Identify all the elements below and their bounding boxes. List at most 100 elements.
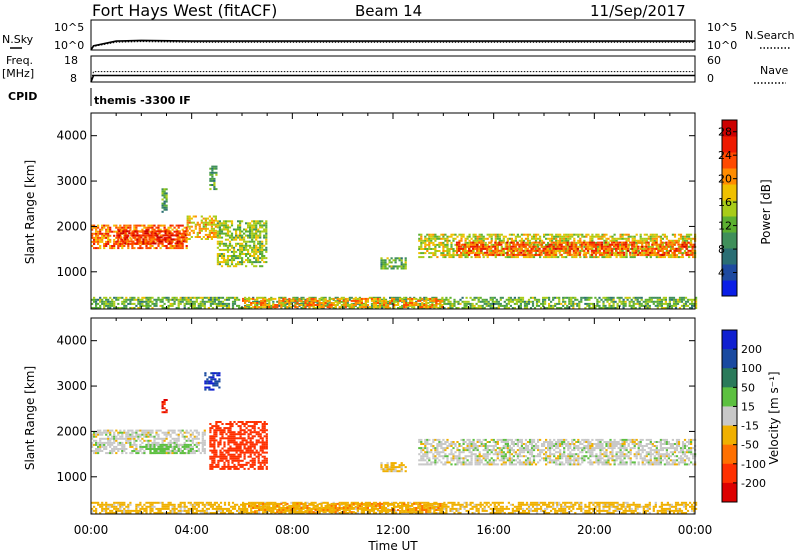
- range-gate-cell: [334, 296, 337, 299]
- range-gate-cell: [645, 251, 648, 254]
- range-gate-cell: [182, 232, 185, 235]
- range-gate-cell: [99, 304, 102, 307]
- range-gate-cell: [257, 240, 260, 243]
- range-gate-cell: [222, 224, 226, 227]
- range-gate-cell: [665, 250, 668, 252]
- range-gate-cell: [498, 249, 501, 252]
- range-gate-cell: [360, 297, 363, 300]
- range-gate-cell: [565, 235, 568, 238]
- range-gate-cell: [216, 224, 219, 227]
- range-gate-cell: [192, 215, 195, 218]
- range-gate-cell: [239, 248, 242, 251]
- range-gate-cell: [398, 265, 401, 268]
- range-gate-cell: [607, 256, 610, 259]
- range-gate-cell: [218, 228, 221, 231]
- range-gate-cell: [179, 452, 182, 455]
- range-gate-cell: [601, 233, 604, 236]
- range-gate-cell: [539, 235, 542, 238]
- range-gate-cell: [278, 297, 281, 300]
- range-gate-cell: [192, 221, 195, 224]
- range-gate-cell: [204, 382, 207, 385]
- range-gate-cell: [141, 437, 144, 440]
- range-gate-cell: [237, 234, 240, 237]
- range-gate-cell: [213, 188, 216, 191]
- range-gate-cell: [482, 237, 485, 240]
- range-gate-cell: [128, 240, 131, 243]
- range-gate-cell: [547, 241, 550, 244]
- nave-right-tick-bottom: 0: [707, 72, 714, 85]
- range-gate-cell: [151, 226, 154, 229]
- range-gate-cell: [126, 234, 129, 237]
- range-gate-cell: [536, 249, 539, 252]
- range-gate-cell: [376, 297, 380, 300]
- range-gate-cell: [160, 240, 163, 243]
- range-gate-cell: [95, 441, 98, 444]
- range-gate-cell: [161, 206, 164, 209]
- range-gate-cell: [134, 242, 137, 245]
- range-gate-cell: [253, 228, 256, 231]
- range-gate-cell: [146, 234, 149, 237]
- range-gate-cell: [200, 221, 203, 224]
- range-gate-cell: [578, 300, 581, 303]
- range-gate-cell: [276, 304, 279, 306]
- range-gate-cell: [220, 224, 224, 227]
- range-gate-cell: [645, 253, 648, 256]
- range-gate-cell: [243, 246, 246, 249]
- range-gate-cell: [407, 307, 410, 309]
- range-gate-cell: [511, 300, 514, 303]
- range-gate-cell: [161, 298, 164, 301]
- range-gate-cell: [496, 243, 499, 246]
- range-gate-cell: [662, 302, 665, 305]
- range-gate-cell: [144, 230, 147, 233]
- range-gate-cell: [606, 251, 610, 254]
- range-gate-cell: [382, 259, 385, 262]
- range-gate-cell: [213, 177, 216, 180]
- range-gate-cell: [264, 297, 267, 300]
- range-gate-cell: [117, 437, 120, 440]
- range-gate-cell: [639, 251, 642, 254]
- range-gate-cell: [128, 232, 131, 235]
- range-gate-cell: [594, 247, 597, 250]
- range-gate-cell: [239, 244, 242, 247]
- range-gate-cell: [621, 251, 624, 254]
- range-gate-cell: [602, 247, 606, 250]
- range-gate-cell: [312, 302, 315, 304]
- range-gate-cell: [141, 448, 144, 450]
- range-gate-cell: [336, 302, 339, 304]
- range-gate-cell: [557, 235, 560, 238]
- range-gate-cell: [545, 237, 548, 240]
- range-gate-cell: [454, 254, 457, 257]
- range-gate-cell: [598, 300, 601, 303]
- range-gate-cell: [97, 247, 100, 250]
- range-gate-cell: [99, 443, 102, 446]
- range-gate-cell: [165, 433, 168, 436]
- range-gate-cell: [251, 232, 254, 235]
- range-gate-cell: [302, 304, 305, 307]
- range-gate-cell: [133, 228, 136, 231]
- range-gate-cell: [193, 437, 196, 440]
- range-gate-cell: [470, 243, 473, 246]
- range-gate-cell: [101, 431, 104, 434]
- velocity-data-cells: [91, 372, 698, 514]
- range-gate-cell: [109, 247, 112, 250]
- range-gate-cell: [224, 244, 228, 247]
- range-gate-cell: [131, 296, 134, 299]
- range-gate-cell: [568, 302, 571, 305]
- range-gate-cell: [190, 236, 193, 238]
- nave-series-line: [90, 71, 695, 83]
- range-gate-cell: [218, 224, 221, 227]
- range-gate-cell: [677, 241, 680, 244]
- range-gate-cell: [195, 298, 198, 301]
- range-gate-cell: [195, 296, 198, 299]
- y-tick-label: 2000: [56, 219, 87, 233]
- range-gate-cell: [466, 251, 469, 254]
- range-gate-cell: [218, 230, 221, 233]
- range-gate-cell: [251, 228, 254, 231]
- range-gate-cell: [195, 445, 198, 448]
- range-gate-cell: [214, 382, 217, 385]
- range-gate-cell: [386, 267, 389, 270]
- range-gate-cell: [399, 299, 402, 302]
- range-gate-cell: [641, 245, 644, 248]
- range-gate-cell: [115, 243, 118, 245]
- range-gate-cell: [161, 443, 164, 446]
